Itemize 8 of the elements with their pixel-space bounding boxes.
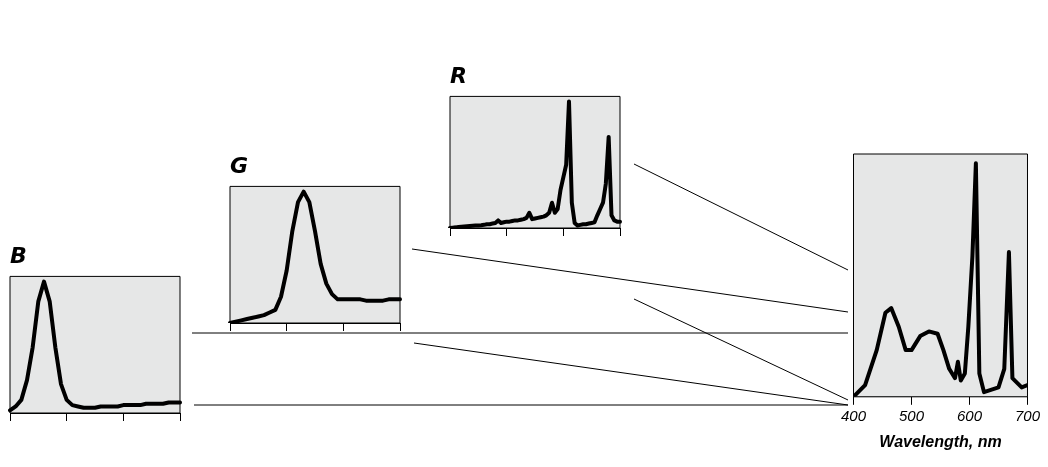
chart-title: R <box>450 62 467 88</box>
x-tick-label: 500 <box>898 406 925 424</box>
x-tick-label: 600 <box>956 406 983 424</box>
x-tick-label: 700 <box>1014 406 1041 424</box>
x-axis-title: Wavelength, nm <box>879 432 1002 450</box>
chart-title: B <box>10 242 27 268</box>
x-tick-label: 400 <box>841 406 867 424</box>
chart-title: G <box>230 152 249 178</box>
